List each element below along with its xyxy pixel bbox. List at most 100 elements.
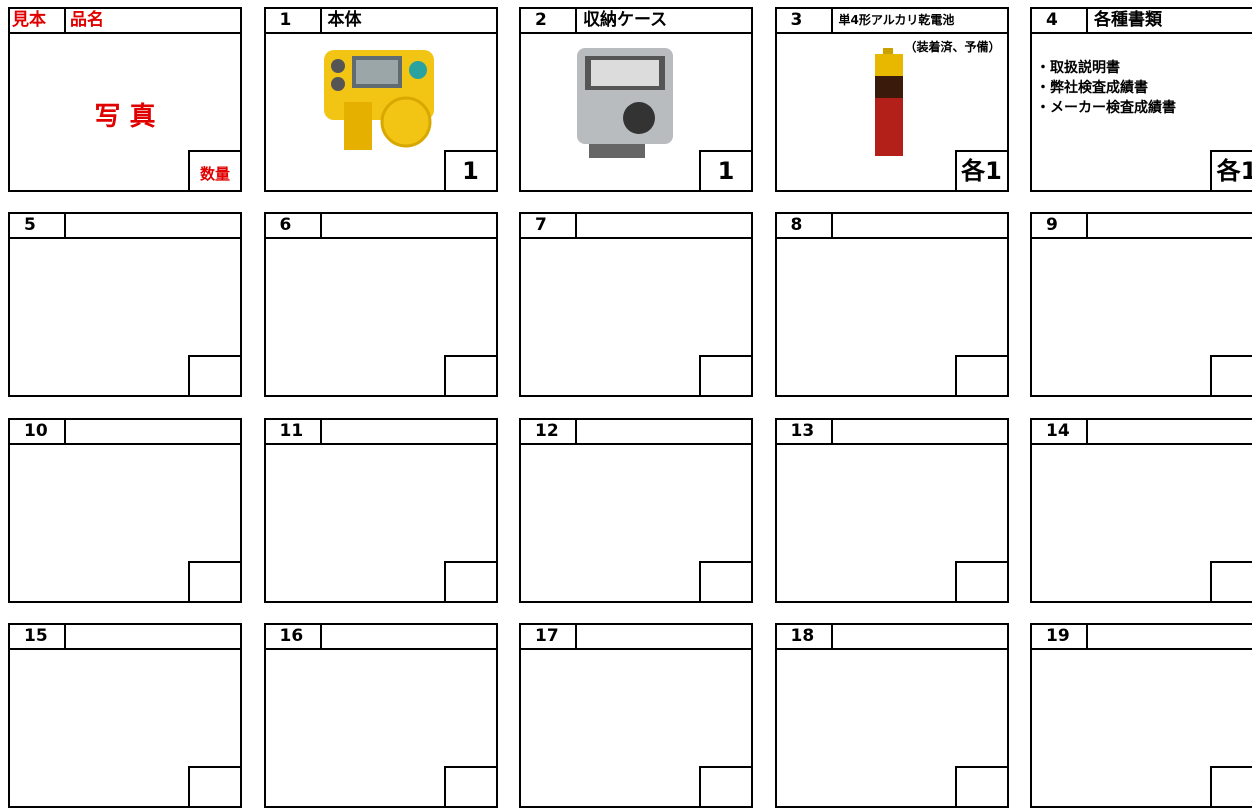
item-number: 6 [266, 214, 322, 238]
card-header: 3 単4形アルカリ乾電池 [774, 7, 1009, 34]
card-header: 15 [8, 622, 242, 650]
card-body [519, 647, 753, 808]
item-quantity [443, 560, 496, 601]
card-body [8, 237, 242, 398]
item-lines: ・取扱説明書・弊社検査成績書・メーカー検査成績書 [1036, 58, 1176, 118]
card-body [1030, 237, 1252, 398]
card-body [1030, 647, 1252, 808]
item-quantity [1210, 560, 1252, 601]
item-number: 17 [521, 624, 577, 648]
item-quantity [443, 765, 496, 806]
item-number: 13 [777, 419, 833, 443]
item-line: ・取扱説明書 [1036, 60, 1120, 76]
card-header: 1 本体 [263, 7, 498, 34]
item-number: 2 [521, 9, 577, 32]
card: 8 [774, 212, 1009, 398]
item-quantity [443, 355, 496, 396]
card-header: 10 [8, 417, 242, 445]
item-quantity: 各1 [954, 150, 1007, 190]
card: 6 [263, 212, 498, 398]
item-number: 14 [1032, 419, 1088, 443]
card: 16 [263, 622, 498, 808]
item-photo [314, 42, 444, 156]
legend-number: 見本 [10, 9, 66, 32]
item-quantity [699, 355, 751, 396]
card-body [263, 237, 498, 398]
card: 18 [774, 622, 1009, 808]
card-body [519, 237, 753, 398]
card-header: 4 各種書類 [1030, 7, 1252, 34]
card-header: 9 [1030, 212, 1252, 240]
item-number: 19 [1032, 624, 1088, 648]
legend-name: 品名 [70, 10, 104, 30]
card: 3 単4形アルカリ乾電池 （装着済、予備） 各1 [774, 7, 1009, 192]
item-quantity [954, 560, 1007, 601]
item-quantity: 各1 [1210, 150, 1252, 190]
card-header: 8 [774, 212, 1009, 240]
item-number: 4 [1032, 9, 1088, 32]
item-quantity [1210, 765, 1252, 806]
card-header: 13 [774, 417, 1009, 445]
card: 10 [8, 417, 242, 603]
card-header: 16 [263, 622, 498, 650]
card: 4 各種書類・取扱説明書・弊社検査成績書・メーカー検査成績書各1 [1030, 7, 1252, 192]
card-header: 5 [8, 212, 242, 240]
item-number: 15 [10, 624, 66, 648]
card-body [8, 442, 242, 603]
card: 14 [1030, 417, 1252, 603]
card: 12 [519, 417, 753, 603]
card: 17 [519, 622, 753, 808]
item-quantity [954, 355, 1007, 396]
card-body: 写 真数量 [8, 32, 242, 192]
item-quantity [188, 560, 240, 601]
card-body: （装着済、予備） 各1 [774, 32, 1009, 192]
item-quantity [1210, 355, 1252, 396]
item-quantity [699, 560, 751, 601]
card-body [8, 647, 242, 808]
card: 見本 品名写 真数量 [8, 7, 242, 192]
card-body [774, 442, 1009, 603]
item-number: 8 [777, 214, 833, 238]
item-photo [569, 42, 679, 166]
item-number: 18 [777, 624, 833, 648]
item-line: ・弊社検査成績書 [1036, 80, 1148, 96]
card-header: 14 [1030, 417, 1252, 445]
item-name: 収納ケース [583, 10, 668, 30]
item-number: 7 [521, 214, 577, 238]
item-quantity [188, 765, 240, 806]
item-number: 16 [266, 624, 322, 648]
legend-photo: 写 真 [94, 102, 156, 132]
item-number: 1 [266, 9, 322, 32]
item-number: 3 [777, 9, 833, 32]
item-quantity: 1 [699, 150, 751, 190]
card: 9 [1030, 212, 1252, 398]
card-header: 18 [774, 622, 1009, 650]
item-name: 各種書類 [1094, 10, 1162, 30]
card: 7 [519, 212, 753, 398]
item-quantity [188, 355, 240, 396]
card-header: 6 [263, 212, 498, 240]
card: 5 [8, 212, 242, 398]
card-body [519, 442, 753, 603]
card-header: 11 [263, 417, 498, 445]
item-quantity [699, 765, 751, 806]
item-line: ・メーカー検査成績書 [1036, 100, 1176, 116]
legend-quantity: 数量 [188, 150, 240, 190]
item-photo [873, 48, 923, 167]
card: 19 [1030, 622, 1252, 808]
card-body: 1 [263, 32, 498, 192]
item-quantity [954, 765, 1007, 806]
item-name: 本体 [327, 10, 362, 30]
card-body [263, 442, 498, 603]
item-name: 単4形アルカリ乾電池 [838, 13, 955, 27]
card-body [774, 237, 1009, 398]
card-header: 2 収納ケース [519, 7, 753, 34]
card-header: 17 [519, 622, 753, 650]
card-body: 1 [519, 32, 753, 192]
item-number: 12 [521, 419, 577, 443]
card-header: 19 [1030, 622, 1252, 650]
card-body [263, 647, 498, 808]
card-header: 12 [519, 417, 753, 445]
card: 1 本体 1 [263, 7, 498, 192]
